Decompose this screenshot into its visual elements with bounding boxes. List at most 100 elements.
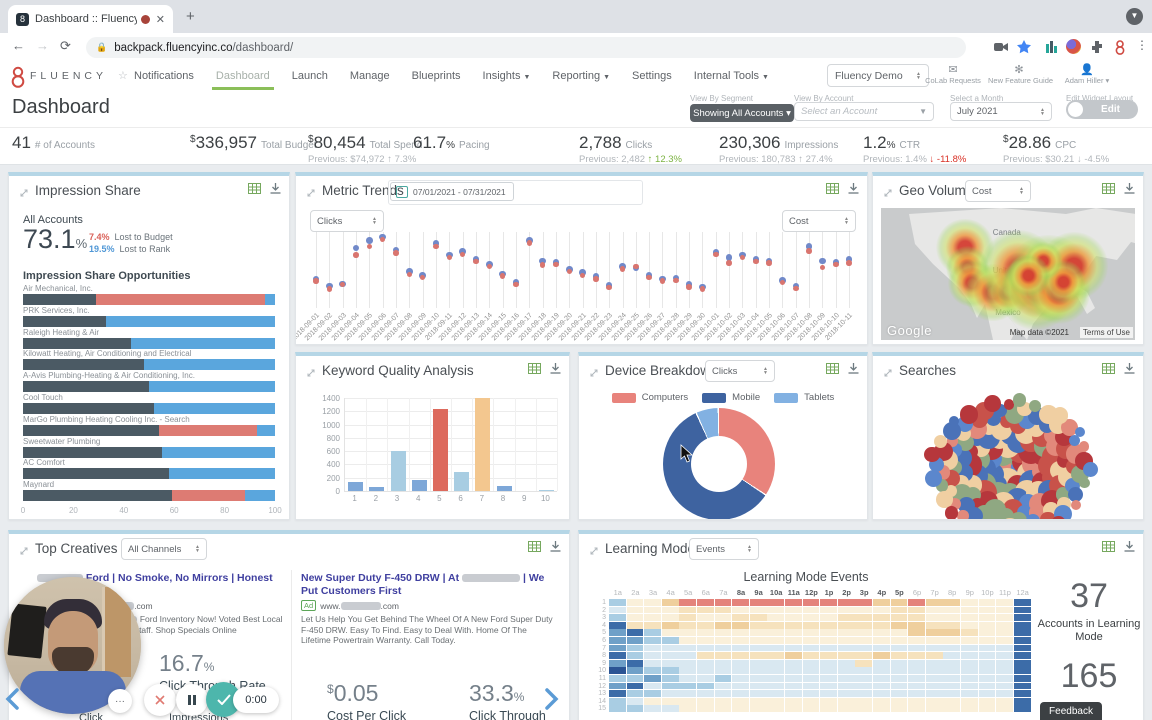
heatmap-cell[interactable] [890, 621, 908, 629]
search-bubble[interactable] [936, 491, 953, 508]
heatmap-cell[interactable] [837, 629, 855, 637]
heatmap-cell[interactable] [609, 705, 626, 713]
heatmap-cell[interactable] [978, 621, 996, 629]
heatmap-cell[interactable] [609, 659, 626, 667]
heatmap-cell[interactable] [626, 599, 644, 606]
heatmap-cell[interactable] [697, 652, 714, 659]
heatmap-cell[interactable] [925, 659, 943, 667]
search-bubble[interactable] [1078, 441, 1090, 452]
heatmap-cell[interactable] [978, 697, 996, 705]
heatmap-cell[interactable] [661, 697, 679, 705]
heatmap-cell[interactable] [661, 652, 679, 659]
download-icon[interactable] [550, 541, 561, 552]
reload-icon[interactable]: ⟳ [60, 38, 71, 53]
heatmap-cell[interactable] [802, 690, 820, 697]
heatmap-cell[interactable] [749, 637, 767, 644]
map-terms-link[interactable]: Terms of Use [1079, 327, 1133, 338]
heatmap-cell[interactable] [1013, 705, 1031, 713]
heatmap-cell[interactable] [767, 697, 785, 705]
heatmap-cell[interactable] [996, 652, 1013, 659]
impression-share-row[interactable]: Raleigh Heating & Air [23, 328, 275, 350]
search-bubble[interactable] [959, 405, 978, 424]
nav-item-manage[interactable]: Manage [349, 70, 390, 82]
heatmap-cell[interactable] [732, 614, 749, 621]
heatmap-cell[interactable] [785, 644, 802, 652]
account-filter-select[interactable]: Select an Account ▼ [794, 102, 934, 121]
heatmap-cell[interactable] [996, 690, 1013, 697]
heatmap-cell[interactable] [837, 675, 855, 682]
heatmap-cell[interactable] [978, 606, 996, 614]
heatmap-cell[interactable] [908, 705, 925, 713]
heatmap-cell[interactable] [749, 606, 767, 614]
heatmap-cell[interactable] [943, 705, 961, 713]
heatmap-cell[interactable] [837, 667, 855, 675]
heatmap-cell[interactable] [697, 637, 714, 644]
heatmap-cell[interactable] [679, 614, 697, 621]
search-bubble[interactable] [1060, 419, 1078, 437]
heatmap-cell[interactable] [837, 606, 855, 614]
heatmap-cell[interactable] [661, 629, 679, 637]
drag-handle-icon[interactable] [306, 365, 316, 383]
heatmap-cell[interactable] [679, 659, 697, 667]
heatmap-cell[interactable] [609, 637, 626, 644]
heatmap-cell[interactable] [749, 659, 767, 667]
month-filter-select[interactable]: July 2021 ▲ ▼ [950, 102, 1052, 121]
heatmap-cell[interactable] [644, 644, 661, 652]
heatmap-cell[interactable] [996, 614, 1013, 621]
heatmap-cell[interactable] [873, 621, 890, 629]
heatmap-cell[interactable] [714, 705, 732, 713]
heatmap-cell[interactable] [785, 637, 802, 644]
keyword-bar[interactable] [496, 486, 512, 491]
recorder-more-button[interactable]: ··· [108, 689, 132, 713]
table-view-icon[interactable] [826, 183, 839, 194]
heatmap-cell[interactable] [767, 644, 785, 652]
searches-bubble-chart[interactable] [873, 388, 1143, 519]
heatmap-cell[interactable] [925, 599, 943, 606]
heatmap-cell[interactable] [661, 637, 679, 644]
heatmap-cell[interactable] [749, 675, 767, 682]
heatmap-cell[interactable] [837, 599, 855, 606]
heatmap-cell[interactable] [890, 637, 908, 644]
heatmap-cell[interactable] [820, 675, 837, 682]
heatmap-cell[interactable] [978, 675, 996, 682]
heatmap-cell[interactable] [1013, 682, 1031, 690]
heatmap-cell[interactable] [732, 599, 749, 606]
heatmap-cell[interactable] [855, 690, 873, 697]
heatmap-cell[interactable] [679, 705, 697, 713]
heatmap-cell[interactable] [802, 697, 820, 705]
heatmap-cell[interactable] [732, 659, 749, 667]
device-metric-select[interactable]: Clicks ▲ ▼ [705, 360, 775, 382]
heatmap-cell[interactable] [925, 667, 943, 675]
heatmap-cell[interactable] [785, 614, 802, 621]
heatmap-cell[interactable] [961, 667, 978, 675]
segment-filter-button[interactable]: Showing All Accounts ▾ [690, 104, 794, 122]
url-bar[interactable]: 🔒 backpack.fluencyinc.co/dashboard/ [86, 37, 966, 58]
heatmap-cell[interactable] [943, 614, 961, 621]
heatmap-cell[interactable] [873, 614, 890, 621]
toggle-knob[interactable] [1068, 102, 1083, 117]
heatmap-cell[interactable] [890, 690, 908, 697]
heatmap-cell[interactable] [961, 690, 978, 697]
table-view-icon[interactable] [1102, 363, 1115, 374]
heatmap-cell[interactable] [714, 644, 732, 652]
heatmap-cell[interactable] [661, 599, 679, 606]
search-bubble[interactable] [924, 447, 940, 463]
heatmap-cell[interactable] [908, 675, 925, 682]
heatmap-cell[interactable] [996, 644, 1013, 652]
heatmap-cell[interactable] [837, 614, 855, 621]
heatmap-cell[interactable] [978, 614, 996, 621]
heatmap-cell[interactable] [767, 682, 785, 690]
heatmap-cell[interactable] [661, 621, 679, 629]
table-view-icon[interactable] [1102, 183, 1115, 194]
heatmap-cell[interactable] [996, 667, 1013, 675]
heatmap-cell[interactable] [961, 599, 978, 606]
heatmap-cell[interactable] [697, 675, 714, 682]
brand-name[interactable]: FLUENCY [30, 70, 108, 82]
heatmap-cell[interactable] [609, 690, 626, 697]
heatmap-cell[interactable] [1013, 637, 1031, 644]
back-icon[interactable]: ← [12, 38, 25, 53]
heatmap-cell[interactable] [873, 690, 890, 697]
heatmap-cell[interactable] [996, 675, 1013, 682]
heatmap-cell[interactable] [908, 629, 925, 637]
search-bubble[interactable] [1009, 511, 1027, 519]
